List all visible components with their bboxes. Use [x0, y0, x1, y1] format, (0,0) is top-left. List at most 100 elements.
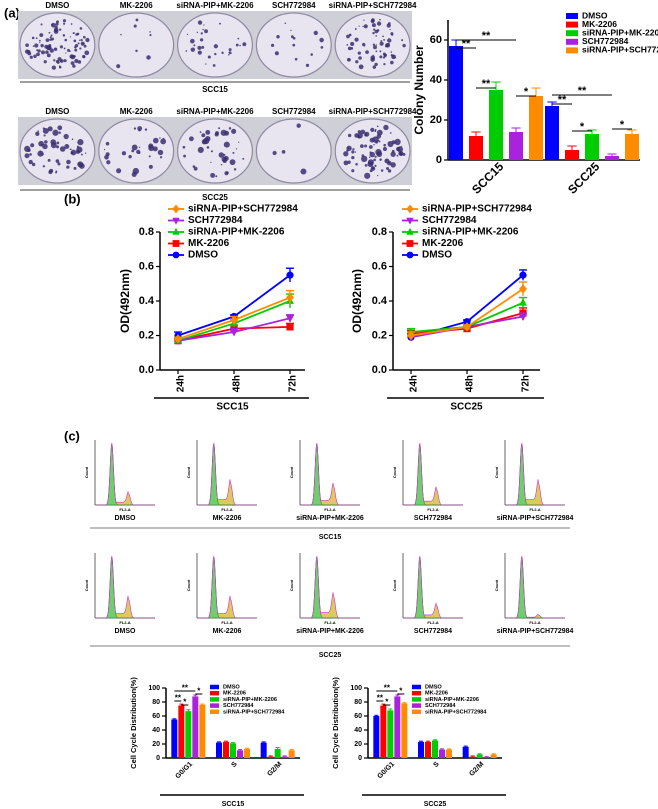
flow-outline — [300, 556, 360, 619]
y-tick-label: 20 — [354, 741, 362, 748]
colony — [24, 145, 31, 153]
marker — [519, 313, 527, 321]
colony — [343, 160, 349, 166]
colony — [77, 42, 80, 45]
colony — [206, 146, 210, 149]
x-axis-label: SCC15 — [216, 402, 249, 413]
colony — [358, 56, 362, 60]
colony — [58, 131, 61, 135]
colony — [52, 129, 59, 136]
colony — [357, 51, 361, 55]
colony — [220, 163, 223, 166]
legend-label: MK-2206 — [188, 238, 230, 249]
x-tick-label: 24h — [176, 375, 187, 392]
colony — [80, 153, 83, 156]
colony — [56, 145, 60, 149]
colony — [186, 33, 189, 35]
legend-swatch — [412, 709, 421, 715]
y-tick-label: 0.0 — [372, 364, 387, 376]
colony — [213, 44, 218, 49]
colony — [31, 36, 35, 40]
plate — [98, 12, 175, 78]
flow-label: siRNA-PIP+SCH772984 — [497, 628, 574, 635]
flow-x-label: FL2-A — [119, 507, 130, 512]
colony — [235, 43, 239, 47]
colony — [79, 27, 83, 30]
colony — [230, 52, 232, 54]
colony — [379, 18, 381, 21]
flow-g1-peak — [197, 443, 257, 506]
colony — [149, 31, 151, 33]
colony — [188, 136, 194, 142]
flow-y-label: Count — [494, 466, 499, 478]
colony — [233, 168, 237, 171]
y-tick-label: 0.6 — [139, 260, 154, 272]
bar — [469, 136, 483, 160]
colony — [281, 150, 286, 154]
colony — [399, 153, 403, 156]
colony — [162, 137, 165, 140]
colony — [201, 133, 206, 138]
bar — [529, 96, 543, 160]
colony — [378, 140, 381, 143]
colony — [372, 136, 379, 143]
bar — [281, 756, 288, 758]
marker — [519, 298, 527, 306]
colony — [73, 39, 77, 43]
panel-label: (b) — [64, 191, 81, 206]
colony — [376, 125, 379, 128]
bar — [199, 704, 206, 758]
colony — [197, 50, 202, 55]
colony — [157, 149, 164, 156]
colony — [55, 171, 57, 174]
colony — [371, 166, 375, 170]
colony — [373, 143, 375, 146]
bar — [230, 743, 236, 758]
legend-label: siRNA-PIP+SCH772984 — [188, 204, 298, 215]
colony — [53, 27, 59, 33]
colony — [232, 151, 235, 154]
significance-label: ** — [558, 94, 567, 106]
colony — [352, 148, 355, 151]
colony — [224, 171, 229, 176]
bar — [425, 741, 431, 758]
flow-y-label: Count — [392, 466, 397, 478]
colony — [204, 29, 208, 34]
flow-g1-peak — [300, 443, 360, 506]
bar — [462, 746, 469, 758]
colony — [401, 39, 404, 42]
flow-x-label: FL2-A — [221, 620, 232, 625]
colony — [55, 159, 60, 163]
plate — [255, 118, 332, 184]
flow-outline — [403, 443, 463, 506]
colony — [237, 37, 240, 40]
colony — [42, 143, 48, 150]
plate — [19, 118, 96, 184]
colony — [218, 152, 225, 158]
marker — [463, 318, 471, 326]
colony — [390, 151, 396, 157]
marker — [286, 315, 294, 323]
colony — [135, 49, 138, 53]
colony — [350, 41, 355, 47]
flow-g1-peak — [505, 443, 565, 506]
colony — [357, 135, 361, 139]
x-tick-label: S — [432, 761, 440, 769]
flow-label: DMSO — [115, 628, 137, 635]
flow-s-phase — [403, 486, 463, 505]
plate-label: siRNA-PIP+MK-2206 — [176, 1, 254, 10]
legend-swatch — [412, 684, 421, 690]
colony — [56, 20, 60, 24]
colony — [55, 60, 59, 64]
y-axis-label: OD(492nm) — [350, 269, 364, 333]
y-tick-label: 0.8 — [139, 226, 154, 238]
colony — [196, 31, 199, 34]
colony — [359, 144, 364, 149]
cell-line-label: SCC15 — [202, 85, 228, 94]
colony — [39, 41, 41, 44]
y-tick-label: 100 — [148, 685, 160, 692]
colony — [82, 42, 85, 45]
flow-label: SCH772984 — [414, 515, 452, 522]
colony — [63, 47, 66, 50]
y-tick-label: 40 — [430, 74, 442, 86]
